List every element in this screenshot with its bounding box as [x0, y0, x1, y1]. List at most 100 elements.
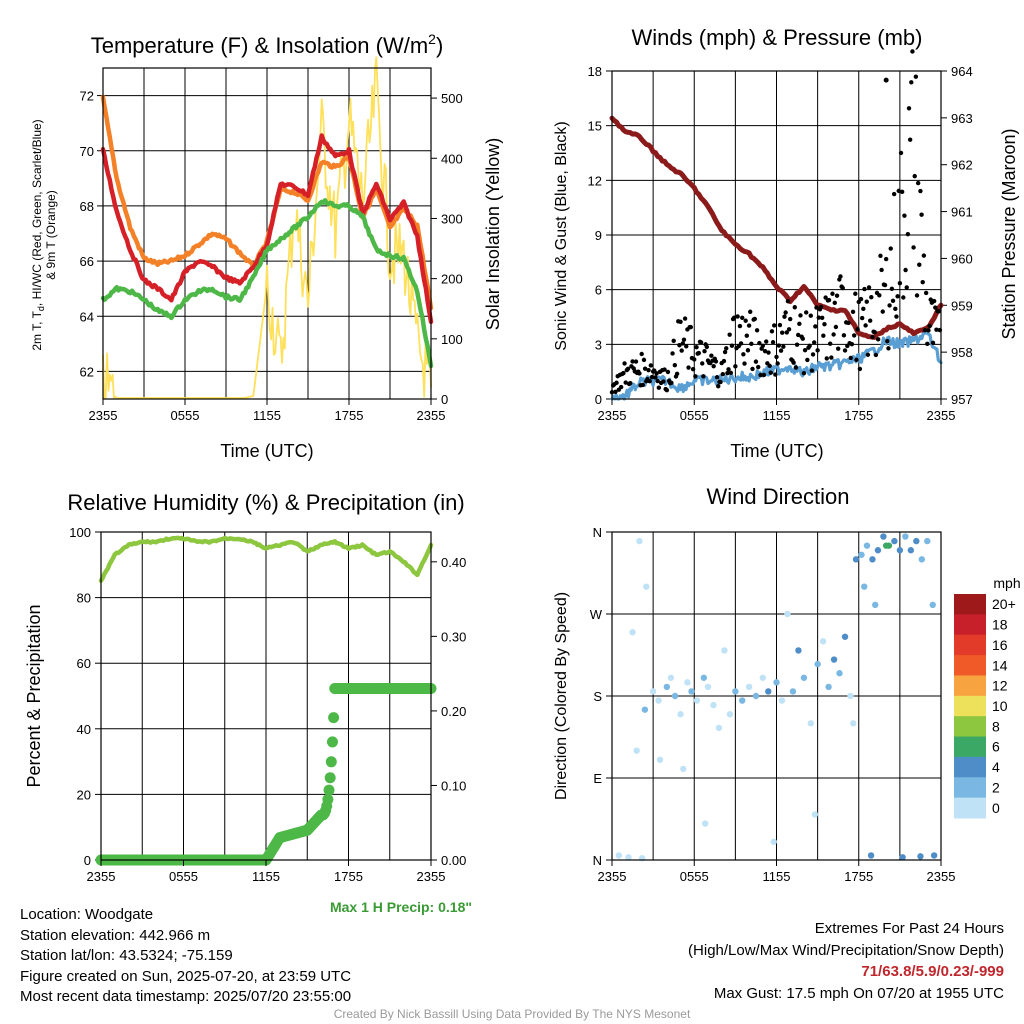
gust-point	[696, 350, 702, 356]
direction-point	[715, 724, 723, 732]
gust-point	[622, 361, 627, 366]
colorbar-swatch	[954, 777, 986, 799]
direction-point	[636, 537, 643, 545]
gust-point	[646, 367, 651, 373]
gust-point	[761, 372, 767, 378]
gust-point	[684, 344, 689, 349]
gust-point	[862, 286, 867, 292]
direction-point	[721, 647, 728, 654]
gust-point	[776, 343, 781, 348]
precip-point	[325, 756, 337, 768]
direction-point	[667, 674, 675, 681]
gust-point	[623, 380, 628, 385]
gust-point	[848, 355, 853, 361]
colorbar-label: 16	[992, 637, 1008, 653]
colorbar-swatch	[954, 634, 986, 656]
gust-point	[906, 106, 912, 111]
gust-point	[749, 341, 754, 347]
gust-point	[738, 341, 744, 346]
direction-point	[732, 688, 739, 695]
temp-xlabel: Time (UTC)	[220, 441, 313, 461]
direction-point	[819, 638, 827, 645]
gust-point	[898, 150, 904, 156]
colorbar-swatch	[954, 736, 986, 758]
rh-left-tick-label: 100	[69, 525, 91, 540]
gust-point	[921, 253, 927, 258]
precip-point	[322, 793, 334, 805]
gust-point	[744, 333, 749, 338]
gust-point	[822, 321, 827, 327]
gust-point	[831, 332, 836, 337]
temp-left-tick-label: 64	[80, 309, 94, 324]
direction-point	[633, 747, 640, 754]
direction-point	[811, 811, 819, 818]
gust-point	[778, 348, 784, 353]
gust-point	[748, 309, 753, 314]
gust-point	[901, 295, 906, 300]
direction-point	[924, 537, 931, 545]
gust-point	[647, 379, 652, 384]
gust-point	[614, 380, 619, 385]
direction-point	[907, 547, 915, 554]
gust-point	[798, 313, 803, 318]
direction-point	[899, 854, 906, 861]
gust-point	[661, 379, 666, 384]
temperature-series-1	[100, 133, 434, 325]
gust-point	[613, 389, 618, 395]
wind-left-tick-label: 12	[588, 173, 602, 188]
gust-point	[754, 328, 760, 333]
gust-point	[729, 343, 735, 348]
temp-ylabel-left-2: & 9m T (Orange)	[44, 190, 58, 280]
precip-point	[324, 772, 336, 784]
colorbar-swatch	[954, 614, 986, 636]
gust-point	[804, 310, 809, 315]
gust-point	[809, 368, 815, 373]
gust-point	[784, 330, 789, 335]
wind-speed-series	[610, 330, 943, 401]
direction-point	[882, 542, 890, 549]
gust-point	[922, 327, 928, 333]
gust-point	[741, 352, 746, 357]
gust-point	[716, 384, 721, 389]
rh-left-tick-label: 60	[77, 656, 91, 671]
rh-series	[98, 535, 434, 583]
gust-point	[850, 309, 856, 315]
rh-x-tick-label: 2355	[87, 869, 116, 884]
extremes-subtitle: (High/Low/Max Wind/Precipitation/Snow De…	[688, 941, 1004, 959]
precip-point	[328, 712, 340, 724]
gust-point	[801, 370, 807, 376]
rh-x-tick-label: 1155	[252, 869, 280, 884]
direction-point	[778, 697, 786, 704]
gust-point	[725, 370, 730, 376]
colorbar-label: 4	[992, 759, 1000, 775]
direction-point	[830, 656, 838, 663]
direction-point	[759, 674, 766, 681]
colorbar-swatch	[954, 716, 986, 738]
gust-point	[785, 299, 791, 304]
colorbar-label: 6	[992, 739, 1000, 755]
gust-point	[816, 315, 821, 320]
gust-point	[762, 348, 768, 354]
direction-x-tick-label: 2355	[598, 869, 627, 884]
gust-point	[692, 357, 697, 362]
wind-xlabel: Time (UTC)	[730, 441, 823, 461]
wind-right-tick-label: 957	[951, 392, 973, 407]
direction-point	[814, 660, 821, 668]
rh-grid	[141, 532, 391, 860]
gust-point	[815, 348, 820, 353]
gust-point	[680, 341, 686, 346]
direction-point	[677, 711, 684, 718]
gust-point	[718, 379, 723, 385]
temp-left-tick-label: 72	[80, 89, 94, 104]
gust-point	[746, 323, 752, 328]
wind-left-tick-label: 15	[588, 119, 602, 134]
direction-x-tick-label: 0555	[680, 869, 709, 884]
rh-left-tick-label: 40	[77, 722, 91, 737]
gust-point	[702, 348, 707, 354]
direction-point	[867, 852, 875, 859]
gust-point	[842, 348, 848, 353]
gust-point	[727, 332, 732, 337]
direction-point	[795, 647, 802, 654]
gust-point	[827, 341, 833, 346]
direction-point	[929, 601, 936, 609]
